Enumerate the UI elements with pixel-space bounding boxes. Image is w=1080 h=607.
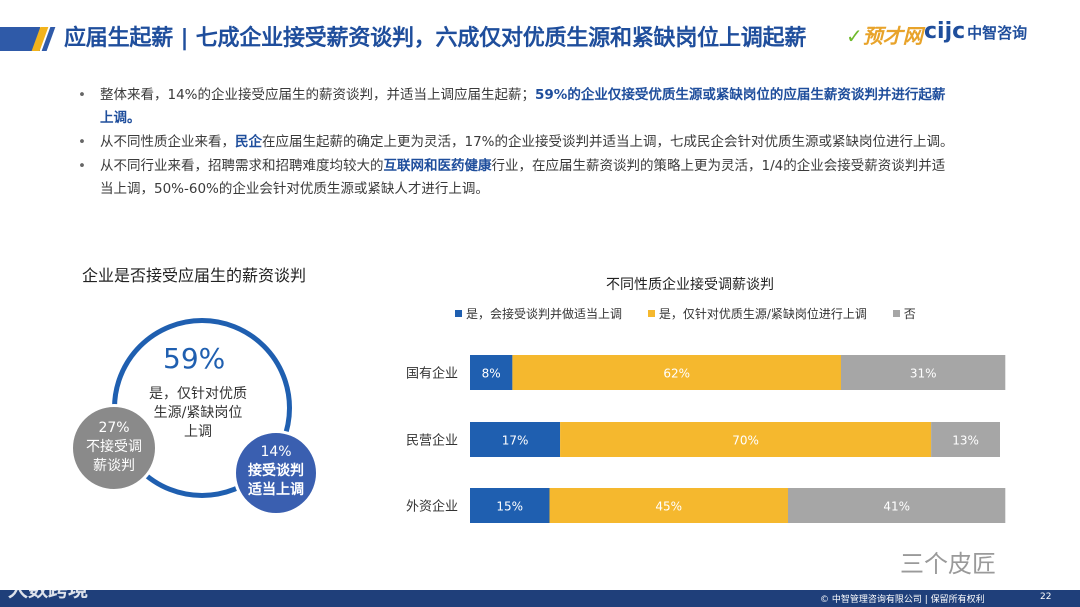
blue-bubble-percent: 14% <box>260 444 292 460</box>
bullet-dot: • <box>78 158 86 174</box>
bar-segment <box>470 355 513 390</box>
bullet-item: • 从不同性质企业来看，民企在应届生起薪的确定上更为灵活，17%的企业接受谈判并适… <box>78 131 958 154</box>
bullet-text: 整体来看，14%的企业接受应届生的薪资谈判，并适当上调应届生起薪； <box>100 87 536 103</box>
bar-value-label: 17% <box>502 434 529 448</box>
bar-value-label: 70% <box>732 434 759 448</box>
bar-value-label: 15% <box>496 500 523 514</box>
bar-segment <box>788 488 1006 523</box>
grey-bubble-percent: 27% <box>98 420 130 436</box>
legend-swatch <box>455 310 462 317</box>
page-title: 应届生起薪 | 七成企业接受薪资谈判，六成仅对优质生源和紧缺岗位上调起薪 <box>64 26 807 51</box>
grey-bubble-label: 不接受调薪谈判 <box>86 439 142 474</box>
bar-segment <box>841 355 1006 390</box>
blue-bubble: 14% 接受谈判适当上调 <box>233 430 319 516</box>
bar-segment <box>549 488 788 523</box>
stacked-bar-chart: 国有企业 8% 62% 31% 民营企业 17% 70% 13% 外资企业 15% 45% 41% <box>406 355 1006 523</box>
page-number: 22 <box>1040 592 1052 602</box>
bar-segment <box>560 422 932 457</box>
footer-bar <box>0 590 1080 607</box>
bullet-text: 行业，在应届生薪资谈判的策略上更为灵活，1/4的企业会接受薪资谈判并适当上调，5… <box>100 158 946 197</box>
legend-swatch <box>647 310 655 317</box>
bullet-text: 从不同性质企业来看， <box>100 134 235 150</box>
chart-title: 不同性质企业接受调薪谈判 <box>606 277 774 293</box>
bullet-text: 从不同行业来看，招聘需求和招聘难度均较大的 <box>100 158 384 174</box>
logo-ciic: cijc 中智咨询 <box>924 19 1028 44</box>
left-chart-title: 企业是否接受应届生的薪资谈判 <box>82 266 307 285</box>
bullet-text: 在应届生起薪的确定上更为灵活，17%的企业接受谈判并适当上调，七成民企会针对优质… <box>262 134 954 150</box>
bar-value-label: 62% <box>663 367 690 381</box>
bullet-dot: • <box>78 134 86 150</box>
bullet-item: • 从不同行业来看，招聘需求和招聘难度均较大的互联网和医药健康行业，在应届生薪资谈… <box>78 155 958 201</box>
chart-legend: 是，会接受谈判并做适当上调 是，仅针对优质生源/紧缺岗位进行上调 否 <box>455 305 938 322</box>
blue-bubble-label: 接受谈判适当上调 <box>248 463 304 498</box>
bar-segment <box>512 355 841 390</box>
bullet-list: • 整体来看，14%的企业接受应届生的薪资谈判，并适当上调应届生起薪；59%的企业… <box>78 84 958 202</box>
bullet-highlight-text: 59%的企业仅接受优质生源或紧缺岗位的应届生薪资谈判并进行起薪上调。 <box>100 87 946 126</box>
legend-item: 否 <box>892 305 916 322</box>
category-label: 民营企业 <box>406 433 458 449</box>
bar-segment <box>931 422 1000 457</box>
bullet-dot: • <box>78 87 86 103</box>
bullet-item: • 整体来看，14%的企业接受应届生的薪资谈判，并适当上调应届生起薪；59%的企业… <box>78 84 958 130</box>
bar-value-label: 41% <box>883 500 910 514</box>
bar-segment <box>470 488 550 523</box>
legend-swatch <box>892 310 900 317</box>
footer-copyright: © 中智管理咨询有限公司 | 保留所有权利 <box>820 595 985 605</box>
main-ring-percent: 59% <box>163 342 226 375</box>
check-icon: ✓ <box>846 24 863 48</box>
legend-item: 是，仅针对优质生源/紧缺岗位进行上调 <box>647 305 867 322</box>
category-label: 外资企业 <box>406 499 458 515</box>
bullet-highlight-text: 民企 <box>235 134 262 150</box>
watermark-right: 三个皮匠 <box>900 550 996 578</box>
grey-bubble: 27% 不接受调薪谈判 <box>70 404 158 492</box>
bar-value-label: 31% <box>910 367 937 381</box>
category-label: 国有企业 <box>406 366 458 382</box>
legend-item: 是，会接受谈判并做适当上调 <box>455 305 622 322</box>
main-ring-label: 是，仅针对优质生源/紧缺岗位上调 <box>149 386 247 440</box>
bullet-highlight-text: 互联网和医药健康 <box>383 158 492 174</box>
watermark-left: 大数跨境 <box>8 577 88 601</box>
bar-value-label: 13% <box>952 434 979 448</box>
bar-value-label: 45% <box>655 500 682 514</box>
bar-value-label: 8% <box>482 367 501 381</box>
logo-yucai: ✓预才网 <box>846 24 923 48</box>
bar-segment <box>470 422 561 457</box>
